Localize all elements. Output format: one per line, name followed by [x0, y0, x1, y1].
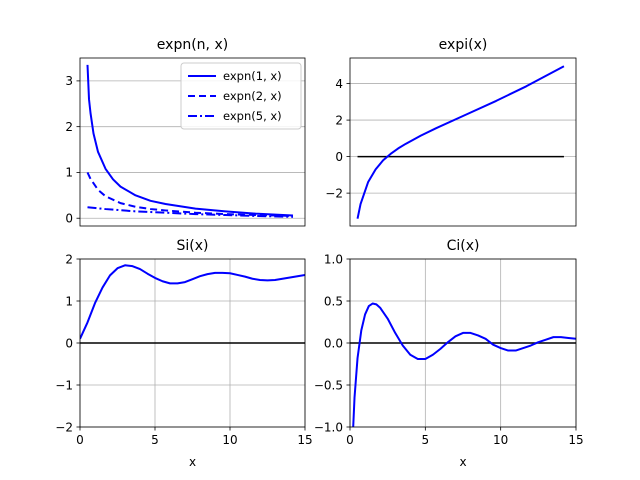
xtick-label-3: 15 — [568, 433, 583, 447]
x-axis-label: x — [459, 455, 466, 469]
legend-label-0: expn(1, x) — [223, 69, 282, 83]
legend-box — [180, 62, 302, 130]
axes-frame — [349, 57, 577, 227]
ytick-label-0: −2 — [325, 186, 343, 200]
series-line-0 — [356, 65, 565, 219]
chart-title: Si(x) — [177, 238, 209, 254]
chart-title: expn(n, x) — [157, 37, 228, 53]
ytick-label-0: −2 — [55, 420, 73, 434]
ytick-label-3: 3 — [65, 74, 73, 88]
subplot-si: −2 −1 0 1 2 0 5 10 15 Si(x) x — [55, 238, 312, 469]
series-line-0 — [86, 64, 294, 217]
ytick-label-0: 0 — [65, 212, 73, 226]
series-line-0 — [80, 264, 305, 340]
legend: expn(1, x) expn(2, x) expn(5, x) — [180, 62, 302, 130]
chart-title: expi(x) — [439, 37, 488, 53]
ytick-label-3: 0.5 — [324, 294, 343, 308]
ytick-label-2: 0.0 — [324, 336, 343, 350]
ytick-label-1: 1 — [65, 166, 73, 180]
series-line-0 — [352, 302, 576, 427]
xtick-label-2: 10 — [493, 433, 508, 447]
ytick-label-1: −1 — [55, 378, 73, 392]
chart-title: Ci(x) — [447, 238, 480, 254]
ytick-label-4: 1.0 — [324, 252, 343, 266]
legend-label-1: expn(2, x) — [223, 89, 282, 103]
xtick-label-1: 5 — [151, 433, 159, 447]
ytick-label-2: 2 — [65, 120, 73, 134]
xtick-label-2: 10 — [222, 433, 237, 447]
ytick-label-0: −1.0 — [314, 420, 343, 434]
series-line-2 — [87, 206, 294, 218]
ytick-label-2: 0 — [65, 336, 73, 350]
ytick-label-1: −0.5 — [314, 378, 343, 392]
axes-frame — [79, 57, 306, 227]
subplot-expn: 0 1 2 3 expn(n, x) expn(1, x) expn(2, x) expn(5… — [65, 37, 306, 227]
ytick-label-3: 4 — [335, 77, 343, 91]
xtick-label-0: 0 — [346, 433, 354, 447]
ytick-label-1: 0 — [335, 150, 343, 164]
ytick-label-3: 1 — [65, 294, 73, 308]
x-axis-label: x — [189, 455, 196, 469]
subplot-ci: −1.0 −0.5 0.0 0.5 1.0 0 5 10 15 Ci(x) x — [314, 238, 584, 469]
legend-label-2: expn(5, x) — [223, 109, 282, 123]
xtick-label-0: 0 — [76, 433, 84, 447]
ytick-label-4: 2 — [65, 252, 73, 266]
subplot-expi: −2 0 2 4 expi(x) — [325, 37, 577, 227]
xtick-label-1: 5 — [422, 433, 430, 447]
ytick-label-2: 2 — [335, 113, 343, 127]
xtick-label-3: 15 — [297, 433, 312, 447]
